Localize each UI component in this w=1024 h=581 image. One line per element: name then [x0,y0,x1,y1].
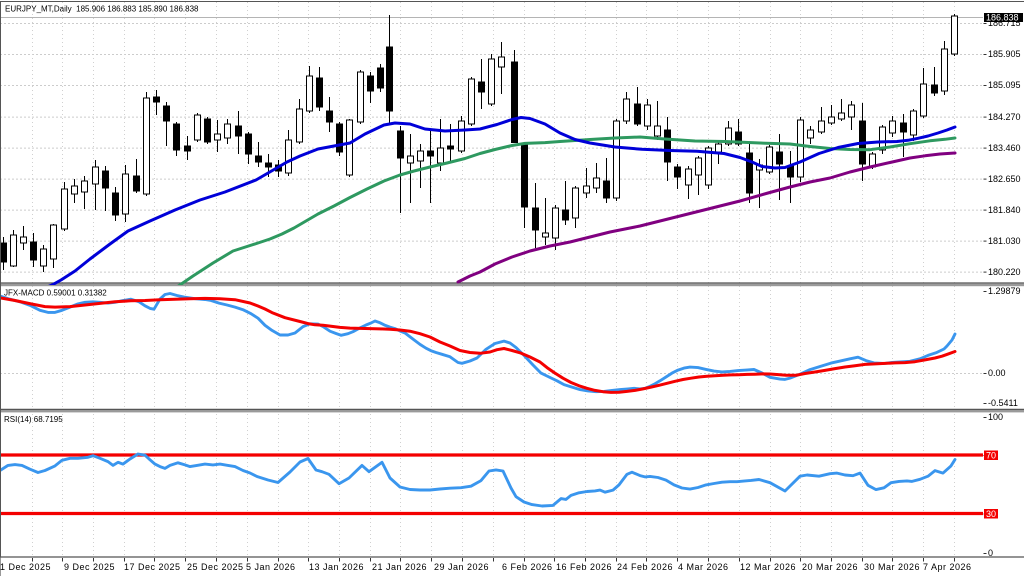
svg-text:20 Mar 2026: 20 Mar 2026 [802,562,858,572]
svg-text:6 Feb 2026: 6 Feb 2026 [502,562,553,572]
svg-text:180.220: 180.220 [988,267,1021,277]
svg-text:JFX-MACD 0.59001 0.31382: JFX-MACD 0.59001 0.31382 [4,289,107,298]
svg-text:-0.5411: -0.5411 [988,398,1018,408]
svg-text:1.29879: 1.29879 [988,286,1021,296]
svg-text:185.905: 185.905 [988,49,1021,59]
svg-text:181.030: 181.030 [988,236,1021,246]
svg-text:12 Mar 2026: 12 Mar 2026 [740,562,796,572]
svg-text:EURJPY_MT,Daily 185.906 186.8: EURJPY_MT,Daily 185.906 186.883 185.890 … [5,5,199,14]
svg-text:9 Dec 2025: 9 Dec 2025 [64,562,115,572]
svg-text:186.715: 186.715 [988,18,1021,28]
svg-text:21 Jan 2026: 21 Jan 2026 [372,562,427,572]
svg-text:17 Dec 2025: 17 Dec 2025 [124,562,181,572]
svg-text:30: 30 [986,509,996,519]
svg-text:182.650: 182.650 [988,174,1021,184]
svg-text:4 Mar 2026: 4 Mar 2026 [678,562,729,572]
svg-text:7 Apr 2026: 7 Apr 2026 [923,562,972,572]
svg-text:185.095: 185.095 [988,80,1021,90]
svg-text:0.00: 0.00 [988,368,1006,378]
svg-text:5 Jan 2026: 5 Jan 2026 [246,562,296,572]
svg-text:24 Feb 2026: 24 Feb 2026 [617,562,673,572]
svg-text:29 Jan 2026: 29 Jan 2026 [434,562,489,572]
svg-text:30 Mar 2026: 30 Mar 2026 [864,562,920,572]
svg-text:100: 100 [988,412,1003,422]
svg-text:25 Dec 2025: 25 Dec 2025 [187,562,244,572]
svg-text:1 Dec 2025: 1 Dec 2025 [0,562,51,572]
svg-text:184.270: 184.270 [988,112,1021,122]
svg-text:181.840: 181.840 [988,205,1021,215]
svg-text:70: 70 [986,450,996,460]
svg-text:183.460: 183.460 [988,143,1021,153]
svg-text:186.838: 186.838 [986,13,1019,23]
svg-text:RSI(14) 68.7195: RSI(14) 68.7195 [4,415,63,424]
svg-text:0: 0 [988,548,993,558]
svg-text:13 Jan 2026: 13 Jan 2026 [309,562,364,572]
svg-text:16 Feb 2026: 16 Feb 2026 [556,562,612,572]
